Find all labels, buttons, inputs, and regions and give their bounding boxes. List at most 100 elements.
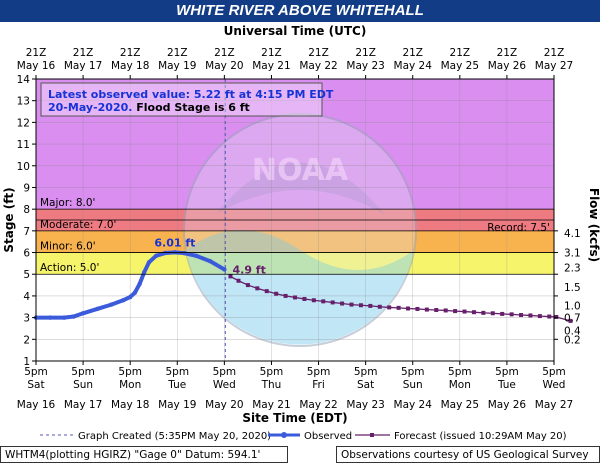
y-tick-label: 3 <box>23 313 30 325</box>
bottom-tick-weekday: Mon <box>449 379 471 391</box>
legend-forecast-marker <box>370 433 374 437</box>
legend-observed-label: Observed <box>304 431 352 442</box>
observed-point <box>137 281 142 287</box>
top-tick-time: 21Z <box>261 47 282 59</box>
forecast-point <box>500 311 505 316</box>
bottom-tick-date: May 16 <box>17 399 56 411</box>
forecast-point <box>471 310 476 315</box>
noaa-logo-ring <box>183 113 417 347</box>
bottom-tick-time: 5pm <box>165 366 189 378</box>
y-tick-label: 14 <box>17 74 31 86</box>
forecast-point <box>283 293 288 298</box>
top-tick-date: May 19 <box>158 60 196 72</box>
top-tick-time: 21Z <box>497 47 518 59</box>
forecast-point <box>434 308 439 313</box>
noaa-logo-bird <box>215 162 385 215</box>
top-tick-time: 21Z <box>214 47 235 59</box>
forecast-start-label: 4.9 ft <box>232 263 265 276</box>
observed-point <box>132 290 138 295</box>
top-tick-time: 21Z <box>544 47 565 59</box>
forecast-point <box>443 308 448 313</box>
bottom-tick-time: 5pm <box>354 366 378 378</box>
left-axis-title: Stage (ft) <box>2 187 16 252</box>
info-flood-stage: Flood Stage is 6 ft <box>132 101 249 114</box>
bottom-tick-time: 5pm <box>542 366 566 378</box>
bottom-tick-weekday: Wed <box>213 379 236 391</box>
top-tick-time: 21Z <box>450 47 471 59</box>
legend-created-label: Graph Created (5:35PM May 20, 2020) <box>78 431 271 442</box>
forecast-point <box>245 283 250 288</box>
bottom-tick-weekday: Mon <box>119 379 141 391</box>
bottom-tick-date: May 19 <box>158 399 196 411</box>
info-box: Latest observed value: 5.22 ft at 4:15 P… <box>40 82 334 117</box>
top-tick-date: May 21 <box>252 60 290 72</box>
observed-point <box>163 250 168 256</box>
bottom-tick-weekday: Wed <box>543 379 566 391</box>
bottom-tick-date: May 26 <box>488 399 527 411</box>
observed-point <box>153 253 159 258</box>
forecast-point <box>330 300 335 305</box>
forecast-point <box>321 299 326 304</box>
forecast-point <box>547 314 552 319</box>
forecast-point <box>490 311 495 316</box>
legend-observed-marker <box>281 432 287 438</box>
bottom-tick-time: 5pm <box>71 366 95 378</box>
forecast-point <box>255 286 260 291</box>
bottom-tick-time: 5pm <box>307 366 331 378</box>
info-date: 20-May-2020. <box>48 101 132 114</box>
bottom-tick-weekday: Thu <box>261 379 282 391</box>
forecast-point <box>293 295 297 300</box>
flow-tick-label: 0.4 <box>564 326 581 338</box>
bottom-tick-time: 5pm <box>24 366 48 378</box>
y-tick-label: 4 <box>23 291 30 303</box>
forecast-point <box>274 291 279 296</box>
top-tick-date: May 18 <box>111 60 149 72</box>
observed-point <box>182 250 187 256</box>
bottom-tick-date: May 24 <box>394 399 433 411</box>
top-tick-time: 21Z <box>308 47 329 59</box>
forecast-point <box>481 310 486 315</box>
flow-tick-label: 2.3 <box>564 263 581 275</box>
hydrograph-chart: Universal Time (UTC) NOAA 6.01 ft4.9 ft … <box>2 24 600 442</box>
forecast-point <box>349 302 354 307</box>
flow-tick-label: 0.7 <box>564 313 581 325</box>
threshold-label-action: Action: 5.0' <box>40 262 99 274</box>
forecast-point <box>396 305 401 310</box>
y-tick-label: 10 <box>17 161 30 173</box>
threshold-label-minor: Minor: 6.0' <box>40 241 96 253</box>
observed-point <box>127 294 133 300</box>
threshold-label-major: Major: 8.0' <box>40 197 95 209</box>
observed-peak-label: 6.01 ft <box>154 236 195 249</box>
bottom-tick-weekday: Sun <box>73 379 93 391</box>
top-tick-date: May 26 <box>488 60 527 72</box>
forecast-point <box>568 318 573 323</box>
bottom-tick-date: May 20 <box>205 399 243 411</box>
forecast-point <box>368 303 373 308</box>
y-tick-label: 2 <box>23 334 30 346</box>
y-tick-label: 12 <box>17 117 30 129</box>
info-line-1: Latest observed value: 5.22 ft at 4:15 P… <box>48 88 334 101</box>
bottom-tick-time: 5pm <box>118 366 142 378</box>
forecast-point <box>302 296 307 301</box>
top-axis-title: Universal Time (UTC) <box>224 24 367 38</box>
bottom-tick-time: 5pm <box>260 366 284 378</box>
bottom-tick-date: May 21 <box>252 399 290 411</box>
forecast-point <box>264 289 269 294</box>
threshold-label-moderate: Moderate: 7.0' <box>40 219 116 231</box>
observed-point <box>109 302 114 307</box>
legend-forecast-label: Forecast (issued 10:29AM May 20) <box>394 431 567 442</box>
noaa-logo-wave <box>186 230 414 345</box>
forecast-point <box>509 312 514 317</box>
bottom-tick-date: May 25 <box>441 399 479 411</box>
forecast-point <box>406 306 411 311</box>
bottom-tick-date: May 18 <box>111 399 149 411</box>
forecast-point <box>462 309 467 314</box>
observed-point <box>71 314 76 319</box>
forecast-point <box>537 314 542 319</box>
top-tick-date: May 17 <box>64 60 102 72</box>
forecast-point <box>387 305 392 310</box>
flow-tick-label: 1.5 <box>564 282 581 294</box>
right-axis-title: Flow (kcfs) <box>587 188 600 262</box>
info-line-2: 20-May-2020. Flood Stage is 6 ft <box>48 101 250 114</box>
observed-point <box>193 253 199 258</box>
